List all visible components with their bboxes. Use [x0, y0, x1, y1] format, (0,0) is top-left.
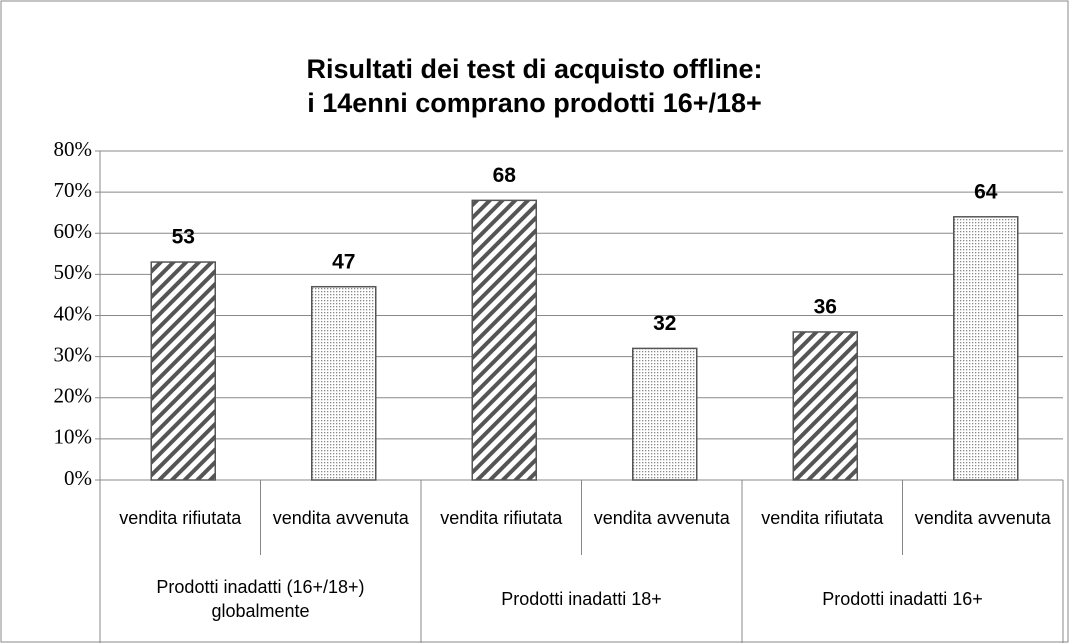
bar: [311, 285, 377, 481]
bar: [632, 347, 698, 481]
group-label: Prodotti inadatti (16+/18+) globalmente: [156, 577, 365, 621]
bar: [792, 331, 858, 481]
y-tick-label: 70%: [54, 178, 93, 202]
x-tick-label: vendita rifiutata: [440, 508, 563, 528]
data-label: 68: [493, 164, 517, 187]
data-label: 64: [974, 180, 998, 203]
chart-title: Risultati dei test di acquisto offline: …: [306, 54, 763, 118]
data-label: 36: [814, 295, 837, 318]
x-tick-label: vendita avvenuta: [914, 508, 1051, 528]
bar: [150, 261, 216, 481]
y-tick-label: 20%: [54, 384, 93, 408]
x-tick-label: vendita rifiutata: [119, 508, 242, 528]
y-tick-label: 30%: [54, 342, 93, 366]
y-tick-label: 40%: [54, 301, 93, 325]
group-label: Prodotti inadatti 18+: [501, 589, 662, 609]
y-tick-label: 0%: [64, 466, 92, 490]
data-label: 53: [172, 226, 195, 249]
data-label: 47: [332, 250, 355, 273]
data-label: 32: [653, 312, 676, 335]
bar: [471, 199, 537, 481]
x-tick-label: vendita avvenuta: [593, 508, 730, 528]
y-tick-label: 60%: [54, 219, 93, 243]
x-tick-label: vendita rifiutata: [761, 508, 884, 528]
y-tick-label: 50%: [54, 260, 93, 284]
group-label: Prodotti inadatti 16+: [822, 589, 983, 609]
y-tick-label: 80%: [54, 137, 93, 161]
x-tick-label: vendita avvenuta: [272, 508, 409, 528]
y-tick-label: 10%: [54, 425, 93, 449]
bar: [953, 216, 1019, 481]
